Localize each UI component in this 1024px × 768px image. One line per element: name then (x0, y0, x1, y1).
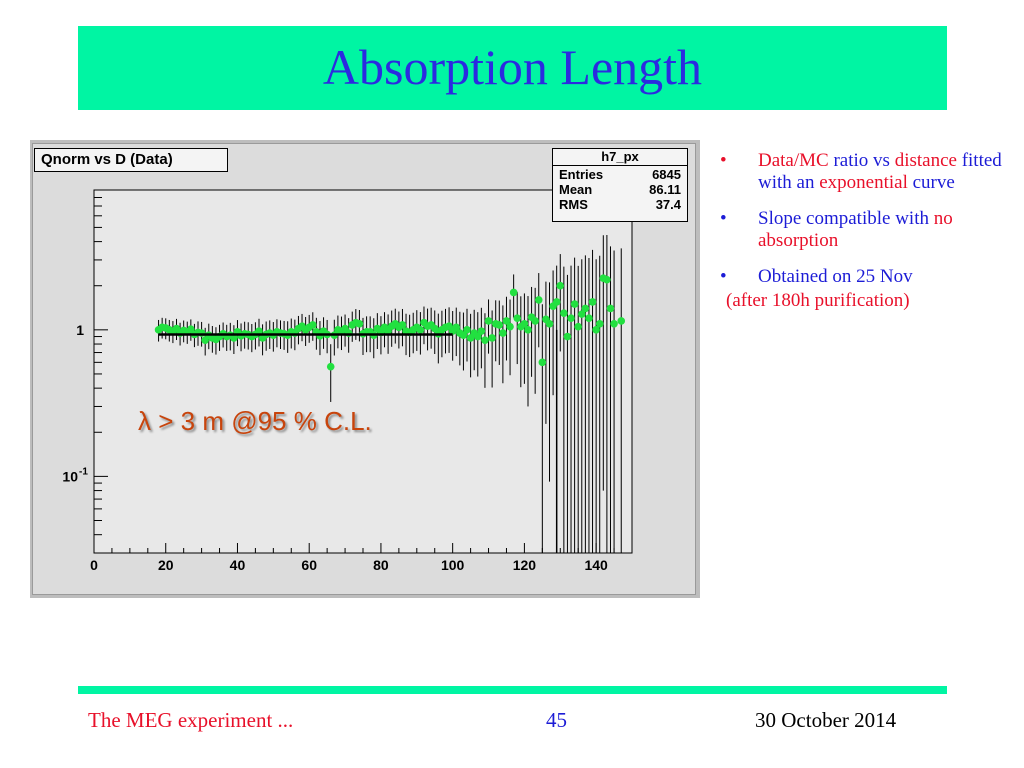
data-point (308, 321, 317, 329)
data-point (506, 322, 514, 331)
data-point (473, 332, 482, 341)
stats-box-name: h7_px (553, 149, 687, 166)
title-bar: Absorption Length (78, 26, 947, 110)
bullet-fragment: ratio vs (833, 150, 890, 171)
bullet-fragment: curve (912, 172, 955, 193)
bullet-text: Obtained on 25 Nov (758, 266, 1020, 288)
data-point (603, 275, 611, 284)
x-tick-label: 0 (90, 557, 98, 573)
data-point (567, 314, 575, 323)
data-point (577, 310, 586, 318)
stats-label: Entries (559, 167, 604, 182)
plot-area (93, 189, 633, 554)
x-tick-label: 100 (441, 557, 465, 573)
data-point (538, 358, 547, 367)
data-point (502, 317, 511, 325)
x-tick-label: 40 (230, 557, 246, 573)
data-point (563, 332, 572, 341)
x-tick-label: 20 (158, 557, 174, 573)
data-point (520, 319, 529, 328)
data-point (574, 322, 582, 331)
data-point (588, 298, 597, 306)
bullet-fragment: Data/MC (758, 150, 834, 171)
histogram-title: Qnorm vs D (Data) (34, 148, 228, 172)
data-point (459, 331, 468, 339)
data-point (197, 329, 206, 337)
stats-row-rms: RMS 37.4 (553, 196, 687, 214)
data-point (556, 281, 565, 290)
y-tick-label: 10 (62, 468, 78, 484)
data-point (398, 321, 407, 329)
y-tick-label-exponent: -1 (79, 466, 88, 477)
data-point (344, 329, 353, 337)
stats-row-entries: Entries 6845 (553, 166, 687, 184)
data-point (617, 317, 626, 325)
data-point (326, 362, 335, 371)
bullet-item: • Obtained on 25 Nov (720, 266, 1020, 288)
data-point (606, 304, 615, 313)
data-point (499, 329, 507, 337)
data-point (509, 288, 518, 297)
data-point (463, 326, 471, 334)
data-point (488, 334, 496, 342)
data-point (552, 298, 561, 306)
data-point (592, 326, 600, 334)
footer-date: 30 October 2014 (755, 708, 897, 732)
data-point (484, 317, 493, 325)
slide-title: Absorption Length (322, 39, 703, 95)
stats-value: 37.4 (655, 197, 681, 212)
x-tick-label: 140 (584, 557, 608, 573)
bullet-item: • Slope compatible with no absorption (720, 208, 1020, 252)
data-point (585, 314, 593, 323)
data-point (481, 336, 489, 344)
absorption-limit-annotation: λ > 3 m @95 % C.L. (138, 406, 372, 436)
bullet-list: • Data/MC ratio vs distance fitted with … (720, 150, 1020, 312)
bullet-fragment: distance (889, 150, 962, 171)
data-point (560, 309, 568, 317)
x-tick-label: 120 (513, 557, 537, 573)
data-point (570, 300, 579, 308)
bullet-fragment: Obtained on 25 Nov (758, 266, 913, 287)
stats-row-mean: Mean 86.11 (553, 181, 687, 199)
data-point (355, 319, 364, 328)
bullet-fragment: exponential (819, 172, 913, 193)
bullet-item: • Data/MC ratio vs distance fitted with … (720, 150, 1020, 194)
data-point (495, 321, 504, 329)
x-tick-label: 60 (301, 557, 317, 573)
data-point (534, 296, 543, 304)
data-point (524, 326, 532, 334)
data-point (477, 327, 486, 335)
bullet-text: Slope compatible with no absorption (758, 208, 1020, 252)
data-point (545, 319, 554, 328)
stats-value: 6845 (652, 167, 681, 182)
bullet-dot-icon: • (720, 266, 727, 287)
data-point (581, 304, 590, 313)
footer-bar (78, 686, 947, 694)
data-point (452, 323, 461, 332)
data-point (513, 314, 522, 323)
data-point (610, 319, 618, 328)
stats-label: Mean (559, 182, 593, 197)
data-point (531, 317, 539, 325)
x-tick-label: 80 (373, 557, 389, 573)
bullet-dot-icon: • (720, 150, 727, 171)
footer-left: The MEG experiment ... (88, 708, 294, 732)
bullet-dot-icon: • (720, 208, 727, 229)
stats-label: RMS (559, 197, 588, 212)
y-tick-label: 1 (76, 322, 84, 338)
stats-box: h7_px Entries 6845 Mean 86.11 RMS 37.4 (552, 148, 688, 222)
bullet-fragment: no absorption (758, 208, 953, 251)
data-point (595, 319, 604, 328)
data-point (230, 334, 238, 342)
bullet-fragment: Slope compatible with (758, 208, 934, 229)
page-number: 45 (546, 708, 567, 732)
data-point (416, 326, 425, 334)
stats-value: 86.11 (649, 182, 681, 197)
data-point (255, 327, 263, 335)
bullet-continuation: (after 180h purification) (726, 290, 910, 311)
bullet-text: Data/MC ratio vs distance fitted with an… (758, 150, 1020, 194)
bullet-fragment: fitted with an (758, 150, 1002, 193)
